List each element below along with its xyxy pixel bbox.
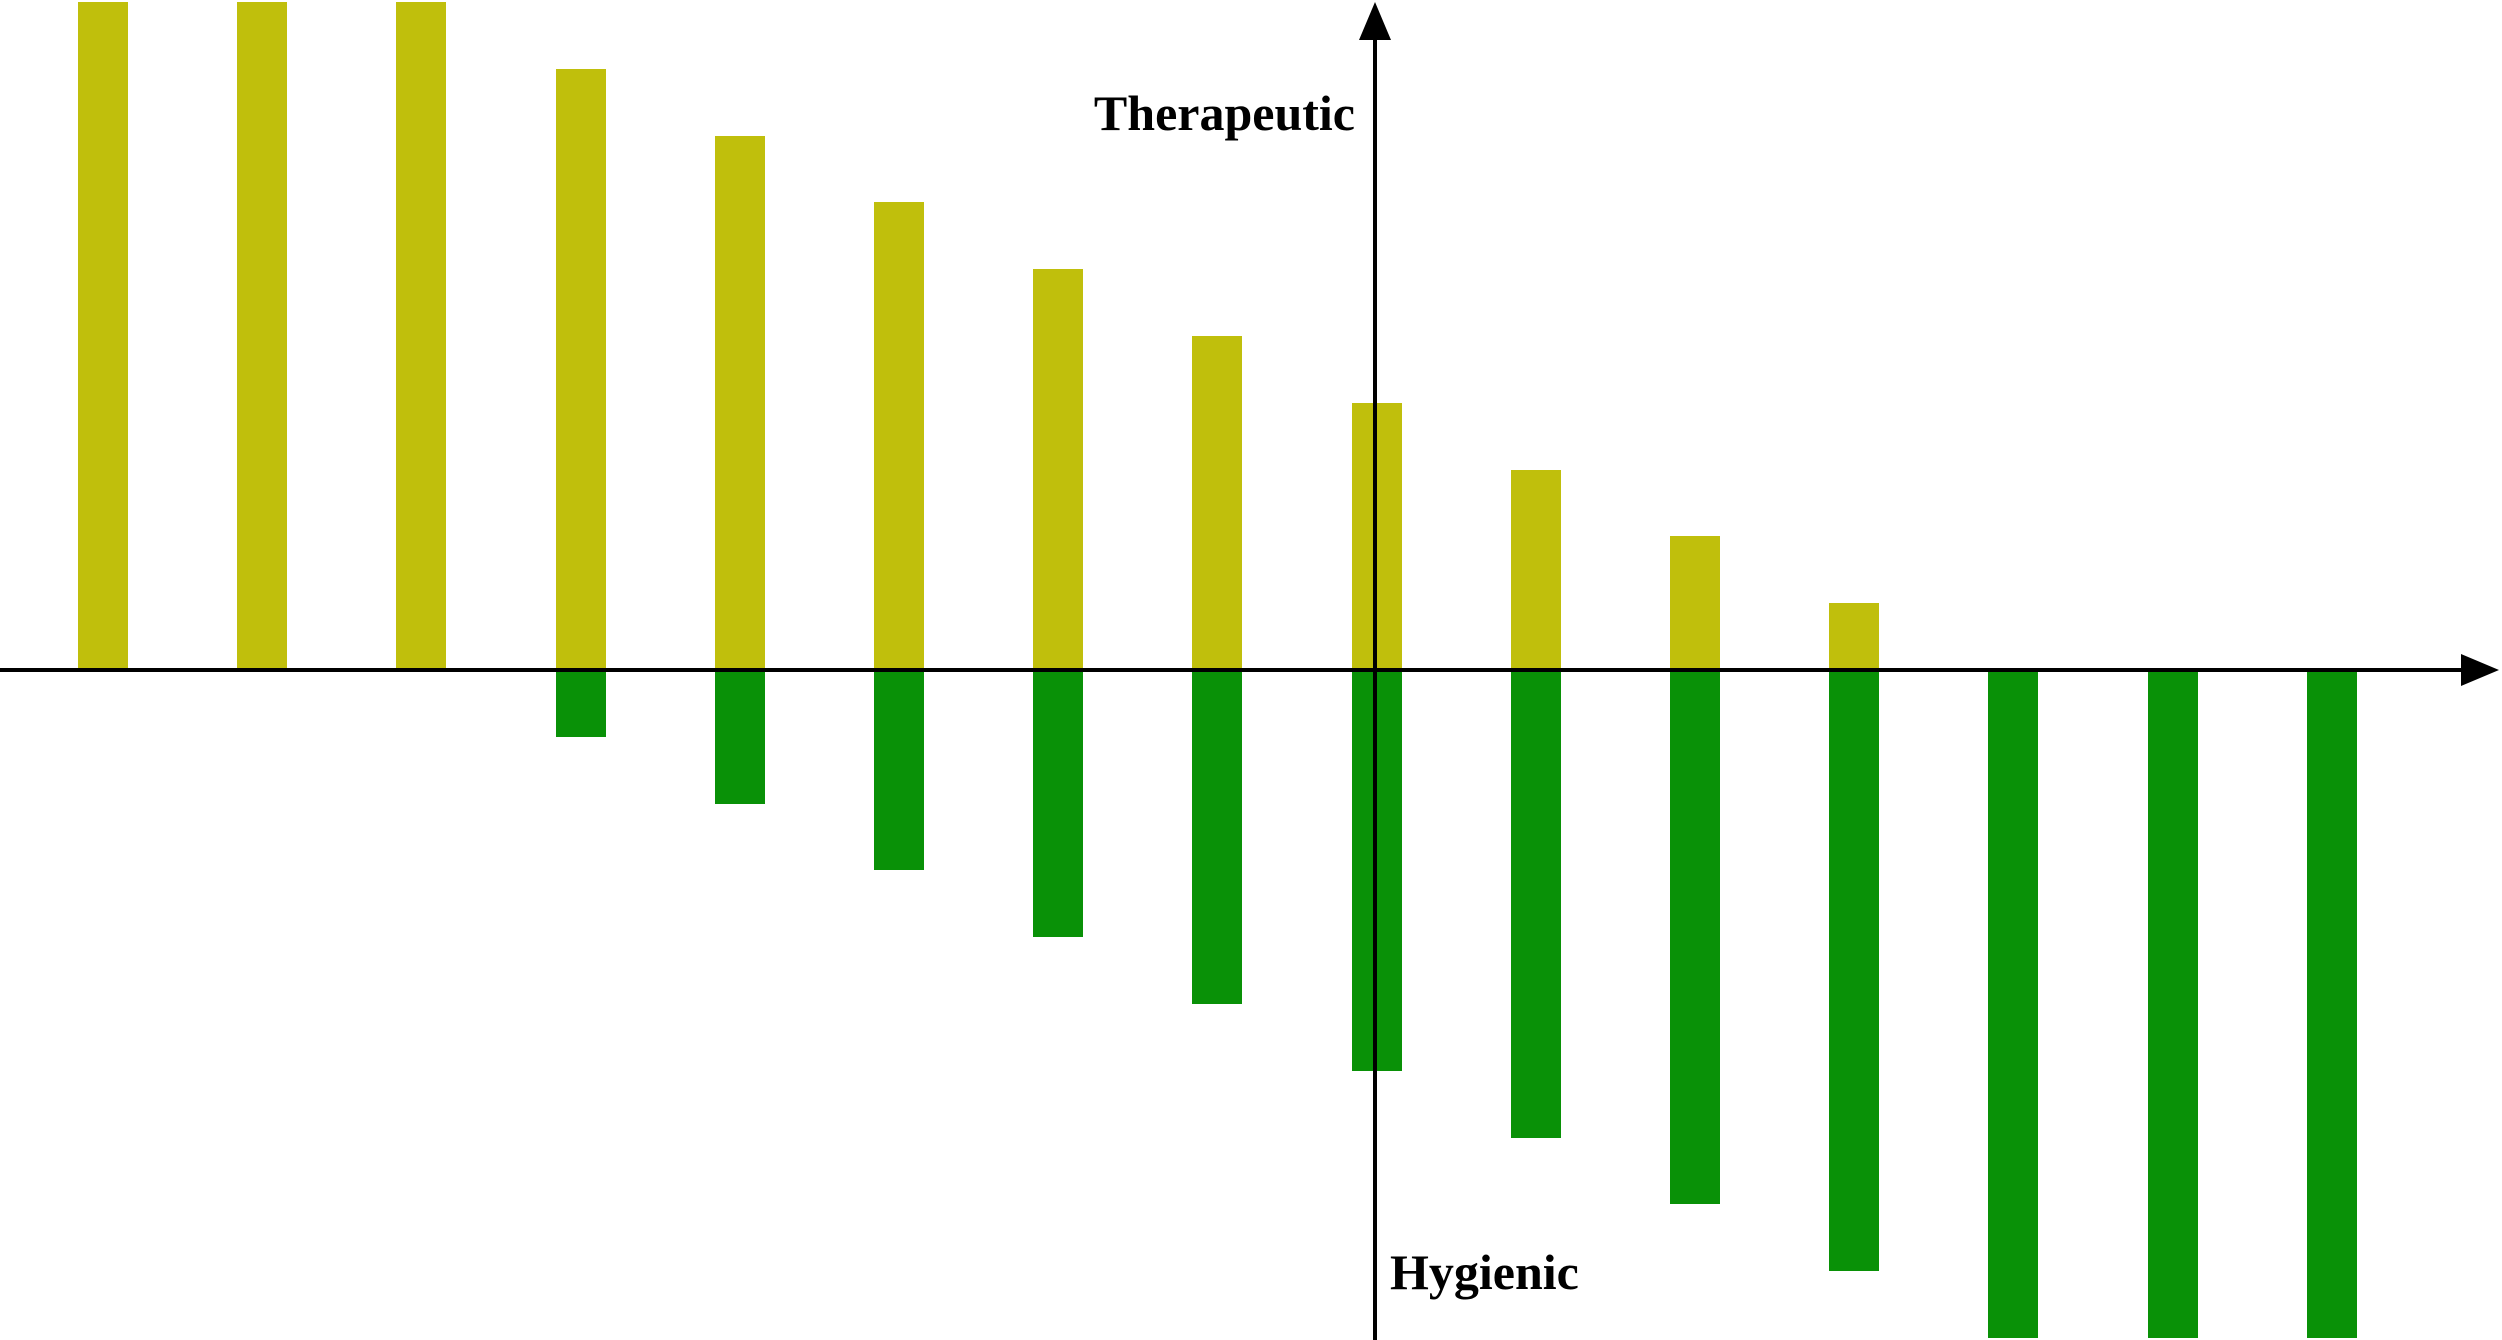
bar-therapeutic bbox=[714, 135, 765, 670]
bar-hygienic bbox=[2147, 670, 2198, 1338]
bar-hygienic bbox=[1510, 670, 1561, 1138]
bar-hygienic bbox=[714, 670, 765, 804]
bar-hygienic bbox=[1829, 670, 1880, 1272]
x-axis-arrowhead-icon bbox=[2461, 654, 2499, 686]
bar-therapeutic bbox=[1829, 603, 1880, 670]
y-axis-line bbox=[1373, 28, 1377, 1340]
bar-hygienic bbox=[555, 670, 606, 737]
bar-therapeutic bbox=[237, 2, 288, 670]
bar-therapeutic bbox=[1033, 269, 1084, 670]
axis-label-hygienic: Hygienic bbox=[1390, 1244, 1579, 1300]
bar-hygienic bbox=[1033, 670, 1084, 938]
bar-therapeutic bbox=[874, 202, 924, 670]
axis-label-therapeutic: Therapeutic bbox=[1093, 85, 1355, 141]
bar-therapeutic bbox=[555, 68, 606, 670]
bar-hygienic bbox=[874, 670, 924, 871]
bar-therapeutic bbox=[1192, 336, 1243, 670]
bar-therapeutic bbox=[1670, 536, 1720, 670]
bar-hygienic bbox=[1988, 670, 2039, 1338]
y-axis-arrowhead-icon bbox=[1359, 2, 1391, 40]
bar-therapeutic bbox=[78, 2, 128, 670]
bar-therapeutic bbox=[396, 2, 447, 670]
bar-hygienic bbox=[1670, 670, 1720, 1205]
bar-therapeutic bbox=[1510, 469, 1561, 670]
bar-hygienic bbox=[2306, 670, 2357, 1338]
x-axis-line bbox=[0, 668, 2466, 672]
bar-hygienic bbox=[1192, 670, 1243, 1004]
